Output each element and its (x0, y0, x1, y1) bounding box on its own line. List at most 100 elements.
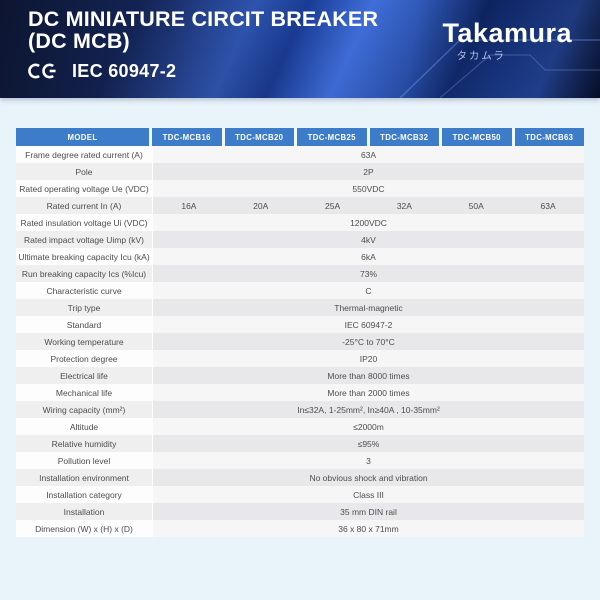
row-label: Relative humidity (51, 438, 117, 449)
table-row: Ultimate breaking capacity Icu (kA) 6kA (16, 248, 584, 265)
row-values: 36 x 80 x 71mm (152, 520, 584, 537)
standard-text: IEC 60947-2 (72, 60, 177, 81)
brand-logo: Takamura タカムラ (442, 20, 572, 63)
row-values: IP20 (152, 350, 584, 367)
row-values: More than 2000 times (152, 384, 584, 401)
table-row: Frame degree rated current (A) 63A (16, 146, 584, 163)
row-label: Working temperature (44, 336, 124, 347)
row-values: 1200VDC (152, 214, 584, 231)
row-label: Rated impact voltage Uimp (kV) (24, 234, 144, 245)
column-header: TDC-MCB50 (442, 128, 512, 146)
row-value: More than 8000 times (327, 370, 410, 381)
row-value: 20A (253, 200, 269, 211)
row-label: Standard (66, 319, 102, 330)
column-header: TDC-MCB63 (514, 128, 584, 146)
row-values: Class III (152, 486, 584, 503)
row-value: ≤95% (357, 438, 380, 449)
row-values: 3 (152, 452, 584, 469)
row-values: 6kA (152, 248, 584, 265)
row-values: -25°C to 70°C (152, 333, 584, 350)
column-header-model: MODEL (16, 128, 149, 146)
table-row: Electrical life More than 8000 times (16, 367, 584, 384)
row-value: Thermal-magnetic (334, 302, 403, 313)
table-header-row: MODEL TDC-MCB16 TDC-MCB20 TDC-MCB25 TDC-MCB3… (16, 128, 584, 146)
row-label: Rated insulation voltage Ui (VDC) (20, 217, 148, 228)
row-value: 16A (181, 200, 197, 211)
row-value: -25°C to 70°C (342, 336, 395, 347)
column-header: TDC-MCB20 (224, 128, 294, 146)
table-body: Frame degree rated current (A) 63A Pole 2P R… (16, 146, 584, 537)
table-row: Working temperature -25°C to 70°C (16, 333, 584, 350)
row-values: 4kV (152, 231, 584, 248)
row-value: In≤32A, 1-25mm², In≥40A , 10-35mm² (297, 404, 440, 415)
row-label: Installation category (46, 489, 122, 500)
column-header: TDC-MCB16 (152, 128, 222, 146)
row-values: 35 mm DIN rail (152, 503, 584, 520)
row-value: 73% (359, 268, 377, 279)
brand-japanese: タカムラ (456, 50, 506, 62)
row-value: IEC 60947-2 (344, 319, 393, 330)
spec-table: MODEL TDC-MCB16 TDC-MCB20 TDC-MCB25 TDC-MCB3… (16, 128, 584, 537)
row-values: C (152, 282, 584, 299)
row-label: Pole (75, 166, 93, 177)
table-row: Trip type Thermal-magnetic (16, 299, 584, 316)
table-row: Rated current In (A) 16A 20A 25A 32A 50A 63A (16, 197, 584, 214)
table-row: Installation category Class III (16, 486, 584, 503)
table-row: Pollution level 3 (16, 452, 584, 469)
row-value: 6kA (361, 251, 376, 262)
table-row: Standard IEC 60947-2 (16, 316, 584, 333)
row-values: No obvious shock and vibration (152, 469, 584, 486)
row-value: 50A (468, 200, 484, 211)
row-values: Thermal-magnetic (152, 299, 584, 316)
row-label: Trip type (67, 302, 101, 313)
table-row: Altitude ≤2000m (16, 418, 584, 435)
page-title-line1: DC MINIATURE CIRCIT BREAKER (28, 7, 379, 31)
row-values: 16A 20A 25A 32A 50A 63A (152, 197, 584, 214)
table-row: Mechanical life More than 2000 times (16, 384, 584, 401)
column-header: TDC-MCB25 (297, 128, 367, 146)
row-value: 2P (363, 166, 374, 177)
row-values: 73% (152, 265, 584, 282)
row-values: More than 8000 times (152, 367, 584, 384)
row-value: 63A (360, 149, 377, 160)
table-row: Installation 35 mm DIN rail (16, 503, 584, 520)
row-value: 550VDC (352, 183, 385, 194)
row-label: Characteristic curve (46, 285, 122, 296)
ce-mark-icon (28, 63, 56, 79)
table-row: Relative humidity ≤95% (16, 435, 584, 452)
brand-name: Takamura (442, 18, 572, 48)
row-value: C (365, 285, 372, 296)
row-value: 32A (396, 200, 412, 211)
row-label: Run breaking capacity Ics (%Icu) (21, 268, 147, 279)
row-label: Pollution level (57, 455, 111, 466)
row-label: Mechanical life (55, 387, 113, 398)
row-label: Altitude (69, 421, 99, 432)
certification-line: IEC 60947-2 (28, 59, 378, 83)
row-values: IEC 60947-2 (152, 316, 584, 333)
row-label: Electrical life (60, 370, 108, 381)
title-block: DC MINIATURE CIRCIT BREAKER (DC MCB) IEC… (28, 8, 378, 83)
table-row: Rated insulation voltage Ui (VDC) 1200VDC (16, 214, 584, 231)
row-label: Rated operating voltage Ue (VDC) (19, 183, 149, 194)
page-title-line2: (DC MCB) (28, 29, 130, 53)
table-row: Characteristic curve C (16, 282, 584, 299)
table-row: Wiring capacity (mm²) In≤32A, 1-25mm², In… (16, 401, 584, 418)
row-value: More than 2000 times (327, 387, 410, 398)
row-value: 4kV (361, 234, 376, 245)
row-values: 550VDC (152, 180, 584, 197)
column-header: TDC-MCB32 (369, 128, 439, 146)
row-values: 2P (152, 163, 584, 180)
table-row: Rated operating voltage Ue (VDC) 550VDC (16, 180, 584, 197)
row-label: Installation environment (39, 472, 129, 483)
row-value: 25A (325, 200, 341, 211)
row-values: ≤2000m (152, 418, 584, 435)
row-value: 35 mm DIN rail (340, 506, 397, 517)
row-label: Dimension (W) x (H) x (D) (35, 523, 133, 534)
row-label: Wiring capacity (mm²) (42, 404, 126, 415)
row-value: 3 (366, 455, 371, 466)
row-values: In≤32A, 1-25mm², In≥40A , 10-35mm² (152, 401, 584, 418)
row-values: 63A (152, 146, 584, 163)
banner: DC MINIATURE CIRCIT BREAKER (DC MCB) IEC… (0, 0, 600, 98)
row-label: Frame degree rated current (A) (25, 149, 143, 160)
